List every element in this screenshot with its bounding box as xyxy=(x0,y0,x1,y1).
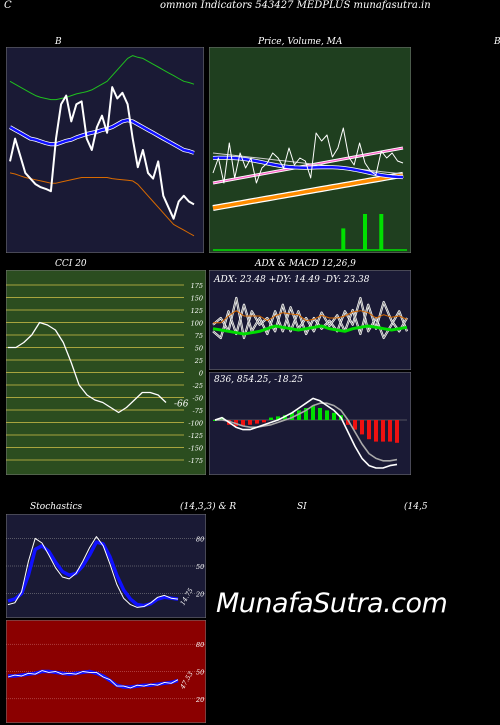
volume-bar-1 xyxy=(363,214,367,250)
macd-hist-bar-9 xyxy=(276,416,280,420)
macd-hist-bar-12 xyxy=(297,410,301,420)
stoch-k-line xyxy=(7,536,179,608)
page-title: ommon Indicators 543427 MEDPLUS munafasu… xyxy=(160,0,431,11)
macd-hist-bar-24 xyxy=(381,420,385,442)
macd-hist-bar-26 xyxy=(395,420,399,443)
price-volume-chart xyxy=(209,47,411,253)
rsi-tick-label-1: 50 xyxy=(196,669,204,677)
macd-hist-bar-21 xyxy=(360,420,364,435)
ma-band-line xyxy=(212,156,404,179)
macd-hist-bar-8 xyxy=(269,417,273,420)
cci-tick-label-4: 75 xyxy=(195,332,203,340)
adx-title: ADX & MACD 12,26,9 xyxy=(255,259,356,269)
adx-readout: ADX: 23.48 +DY: 14.49 -DY: 23.38 xyxy=(214,275,370,285)
volume-bar-0 xyxy=(341,228,346,250)
cci-tick-label-8: -25 xyxy=(193,382,203,390)
cci-chart: 175 150 125 100 75 50 25 0 -25 -50 -75 -100 -125 -150… xyxy=(6,270,206,475)
macd-hist-bar-5 xyxy=(248,420,252,425)
bb-title: B xyxy=(55,37,62,47)
price-panel xyxy=(209,47,411,253)
rsi-panel: 80 50 20 47.53 xyxy=(6,620,206,723)
stoch-d-line xyxy=(7,540,179,608)
rsi-tick-label-0: 80 xyxy=(196,641,204,649)
stoch-title-params: (14,3,3) & R xyxy=(180,502,237,512)
macd-signal-line xyxy=(215,402,398,462)
bb-price-line xyxy=(9,86,195,220)
macd-hist-bar-19 xyxy=(346,420,350,425)
cci-tick-label-13: -150 xyxy=(188,445,203,453)
bollinger-chart xyxy=(6,47,204,253)
cci-tick-label-5: 50 xyxy=(195,345,203,353)
macd-line xyxy=(214,397,398,469)
macd-hist-bar-4 xyxy=(241,420,245,426)
stoch-tick-label-1: 50 xyxy=(196,563,204,571)
cci-tick-label-9: -50 xyxy=(193,395,203,403)
stochastics-panel: 80 50 20 14.75 xyxy=(6,514,206,618)
cci-tick-label-1: 150 xyxy=(191,295,203,303)
right-edge-title: B xyxy=(494,37,500,47)
cci-tick-label-0: 175 xyxy=(191,282,203,290)
cci-title: CCI 20 xyxy=(55,259,87,269)
rsi-title-left: SI xyxy=(297,502,307,512)
macd-hist-bar-13 xyxy=(304,408,308,420)
stoch-tick-label-2: 20 xyxy=(195,591,204,599)
rsi-title-params: (14,5 xyxy=(404,502,428,512)
ma-long-line xyxy=(212,173,404,210)
cci-tick-label-7: 0 xyxy=(199,370,203,378)
bb-middle-band xyxy=(9,118,195,155)
bb-upper-band xyxy=(9,55,195,101)
price-title: Price, Volume, MA xyxy=(258,37,343,47)
cci-tick-label-14: -175 xyxy=(188,457,203,465)
bb-lower-band xyxy=(9,172,195,237)
macd-hist-bar-10 xyxy=(283,415,287,420)
macd-hist-bar-6 xyxy=(255,420,259,424)
cci-tick-label-10: -75 xyxy=(193,407,203,415)
adx-panel: ADX: 23.48 +DY: 14.49 -DY: 23.38 xyxy=(209,270,411,370)
ma-short-line xyxy=(212,147,404,184)
cci-tick-label-3: 100 xyxy=(191,320,203,328)
rsi-line xyxy=(7,670,179,689)
cci-last-value-label: -66 xyxy=(174,400,189,410)
price-line xyxy=(212,127,404,184)
header-left-mark: C xyxy=(4,0,12,11)
macd-chart xyxy=(209,372,411,475)
cci-tick-label-11: -100 xyxy=(188,420,203,428)
watermark: MunafaSutra.com xyxy=(216,588,448,619)
adx-line xyxy=(212,324,408,336)
macd-hist-bar-7 xyxy=(262,420,266,423)
macd-panel: 836, 854.25, -18.25 xyxy=(209,372,411,475)
macd-hist-bar-25 xyxy=(388,420,392,442)
macd-hist-bar-20 xyxy=(353,420,357,430)
adx-minus-di-line xyxy=(212,301,408,339)
ma-mid-line xyxy=(212,152,404,175)
stoch-tick-label-0: 80 xyxy=(196,535,204,543)
macd-hist-bar-16 xyxy=(325,410,329,420)
macd-hist-bar-23 xyxy=(374,420,378,442)
cci-tick-label-2: 125 xyxy=(191,307,203,315)
adx-signal-line xyxy=(213,310,408,324)
volume-bar-2 xyxy=(379,214,384,250)
stoch-title-left: Stochastics xyxy=(30,502,83,512)
macd-hist-bar-1 xyxy=(220,417,224,420)
macd-hist-bar-11 xyxy=(290,412,294,420)
macd-hist-bar-17 xyxy=(332,412,336,420)
rsi-tick-label-2: 20 xyxy=(195,696,204,704)
cci-tick-label-6: 25 xyxy=(194,357,203,365)
cci-tick-label-12: -125 xyxy=(188,432,203,440)
adx-chart xyxy=(209,270,411,370)
macd-hist-bar-15 xyxy=(318,408,322,420)
macd-hist-bar-14 xyxy=(311,405,315,420)
macd-readout: 836, 854.25, -18.25 xyxy=(214,375,303,385)
bollinger-panel xyxy=(6,47,204,253)
cci-panel: 175 150 125 100 75 50 25 0 -25 -50 -75 -100 -125 -150… xyxy=(6,270,206,475)
macd-hist-bar-22 xyxy=(367,420,371,440)
cci-line xyxy=(8,321,167,414)
